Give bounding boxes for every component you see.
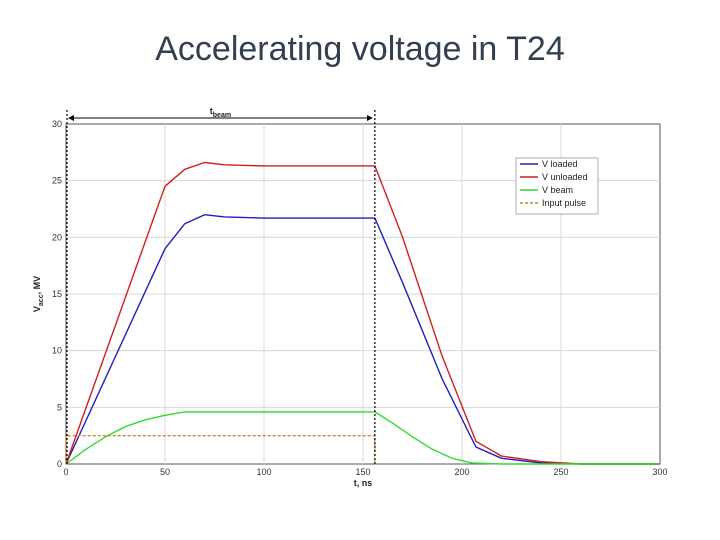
y-tick-label: 0 bbox=[57, 459, 62, 469]
x-tick-label: 0 bbox=[63, 467, 68, 477]
tbeam-label: tbeam bbox=[210, 106, 231, 119]
series-line-1 bbox=[65, 161, 660, 465]
legend-entry: Input pulse bbox=[542, 198, 586, 208]
y-axis-label-main: V bbox=[32, 306, 42, 312]
x-tick-label: 300 bbox=[652, 467, 667, 477]
x-tick-label: 200 bbox=[454, 467, 469, 477]
series-group bbox=[65, 161, 660, 465]
tick-labels: 0 50 100 150 200 250 300 0 5 10 15 20 25 30 bbox=[52, 119, 668, 477]
series-line-2 bbox=[65, 411, 660, 465]
y-axis-label-sub: acc bbox=[38, 294, 45, 306]
legend-entry: V unloaded bbox=[542, 172, 588, 182]
series-line-3 bbox=[65, 435, 376, 464]
y-axis-label-unit: , MV bbox=[32, 276, 42, 295]
y-tick-label: 30 bbox=[52, 119, 62, 129]
y-tick-label: 25 bbox=[52, 176, 62, 186]
legend-box bbox=[515, 157, 599, 215]
y-tick-label: 20 bbox=[52, 232, 62, 242]
legend-entry: V beam bbox=[542, 185, 573, 195]
x-tick-label: 250 bbox=[553, 467, 568, 477]
x-tick-label: 150 bbox=[355, 467, 370, 477]
legend: V loaded V unloaded V beam Input pulse bbox=[515, 157, 599, 215]
x-tick-label: 100 bbox=[256, 467, 271, 477]
tbeam-label-sub: beam bbox=[213, 112, 231, 119]
y-tick-label: 5 bbox=[57, 402, 62, 412]
y-tick-label: 15 bbox=[52, 289, 62, 299]
y-tick-label: 10 bbox=[52, 346, 62, 356]
tbeam-label-main: t bbox=[210, 106, 213, 116]
y-axis-label: Vacc, MV bbox=[32, 276, 45, 312]
x-tick-label: 50 bbox=[160, 467, 170, 477]
legend-entry: V loaded bbox=[542, 159, 578, 169]
x-axis-label: t, ns bbox=[354, 478, 373, 488]
annotation: tbeam bbox=[66, 106, 376, 464]
slide-title: Accelerating voltage in T24 bbox=[155, 30, 565, 68]
